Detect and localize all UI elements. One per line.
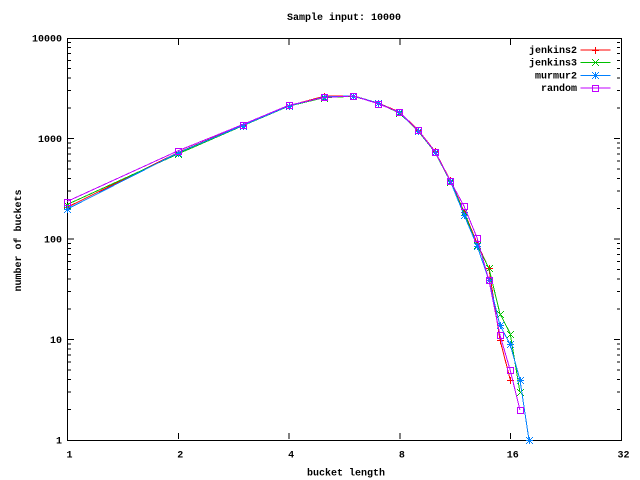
svg-text:1000: 1000 (38, 135, 62, 146)
svg-text:10000: 10000 (32, 35, 62, 46)
svg-text:2: 2 (177, 451, 183, 462)
svg-text:1: 1 (66, 451, 72, 462)
svg-text:32: 32 (617, 451, 629, 462)
svg-text:Sample input: 10000: Sample input: 10000 (287, 12, 401, 24)
svg-text:bucket length: bucket length (307, 468, 385, 480)
svg-text:10: 10 (50, 336, 62, 347)
svg-text:100: 100 (44, 236, 62, 247)
svg-text:random: random (541, 83, 577, 95)
svg-text:murmur2: murmur2 (535, 71, 577, 82)
svg-text:jenkins3: jenkins3 (529, 58, 577, 70)
svg-text:1: 1 (56, 437, 62, 448)
svg-text:16: 16 (507, 451, 519, 462)
svg-text:8: 8 (399, 451, 405, 462)
svg-text:number of buckets: number of buckets (13, 189, 25, 291)
svg-text:jenkins2: jenkins2 (529, 45, 577, 57)
svg-text:4: 4 (288, 451, 294, 462)
